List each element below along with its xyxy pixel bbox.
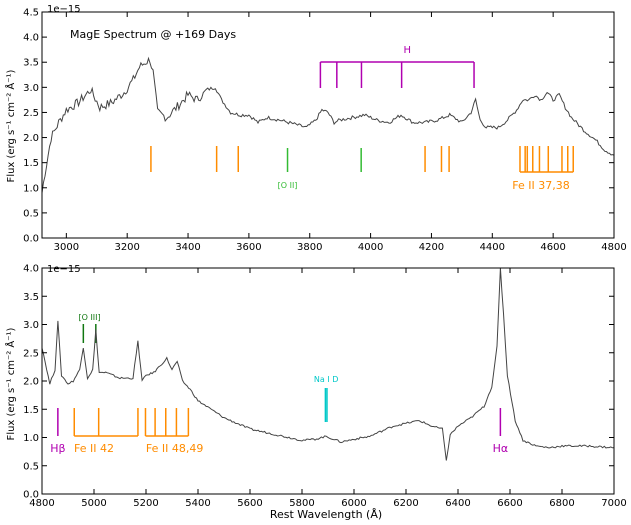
bottom-y-tick-label: 2.0 xyxy=(23,377,39,388)
top-x-tick-label: 3400 xyxy=(175,242,200,253)
bottom-x-tick-label: 6000 xyxy=(341,498,366,509)
top-y-tick-label: 3.5 xyxy=(23,58,39,69)
annotation-label: Fe II 48,49 xyxy=(146,442,203,455)
bottom-x-tick-label: 6600 xyxy=(497,498,522,509)
top-annotation-fe-ii-37-38: Fe II 37,38 xyxy=(512,146,574,192)
top-y-multiplier: 1e−15 xyxy=(47,4,81,15)
annotation-label: Fe II 37,38 xyxy=(512,179,569,192)
bottom-y-tick-label: 0.0 xyxy=(23,490,39,501)
top-chart-title: MagE Spectrum @ +169 Days xyxy=(70,28,236,41)
annotation-label: H xyxy=(403,45,411,56)
top-y-tick-label: 2.0 xyxy=(23,133,39,144)
top-y-tick-label: 0.0 xyxy=(23,234,39,245)
bottom-annotation-na-i-d: Na I D xyxy=(314,375,339,422)
annotation-label: Na I D xyxy=(314,375,339,384)
bottom-annotation-h-: Hα xyxy=(493,408,509,455)
top-x-tick-label: 4400 xyxy=(480,242,505,253)
top-x-tick-label: 4800 xyxy=(601,242,626,253)
top-annotation-h: H xyxy=(319,45,475,88)
bottom-x-tick-label: 5600 xyxy=(237,498,262,509)
top-annotation-lines xyxy=(150,146,450,172)
bottom-x-tick-label: 4800 xyxy=(29,498,54,509)
top-annotation--o-ii-: [O II] xyxy=(278,148,362,190)
bottom-annotation-fe-ii-42: Fe II 42 xyxy=(73,408,139,455)
annotation-label: Hα xyxy=(493,442,509,455)
annotation-label: Fe II 42 xyxy=(74,442,114,455)
top-y-tick-label: 4.0 xyxy=(23,33,39,44)
top-x-tick-label: 4000 xyxy=(358,242,383,253)
bottom-annotation-h-: Hβ xyxy=(50,408,66,455)
annotation-label: Hβ xyxy=(50,442,65,455)
bottom-x-tick-label: 5800 xyxy=(289,498,314,509)
top-x-tick-label: 3000 xyxy=(54,242,79,253)
bottom-x-tick-label: 5200 xyxy=(133,498,158,509)
bottom-x-axis-label: Rest Wavelength (Å) xyxy=(270,508,382,521)
bottom-annotation-fe-ii-48-49: Fe II 48,49 xyxy=(144,408,203,455)
bottom-y-tick-label: 3.5 xyxy=(23,292,39,303)
bottom-x-tick-label: 5400 xyxy=(185,498,210,509)
bottom-x-tick-label: 7000 xyxy=(601,498,626,509)
top-x-tick-label: 3800 xyxy=(297,242,322,253)
top-y-tick-label: 1.0 xyxy=(23,183,39,194)
bottom-y-tick-label: 2.5 xyxy=(23,348,39,359)
top-y-tick-label: 1.5 xyxy=(23,158,39,169)
bottom-panel: 1e−15 Flux (erg s⁻¹ cm⁻² Å⁻¹) Rest Wavel… xyxy=(4,264,627,522)
annotation-label: [O III] xyxy=(78,313,100,322)
top-x-tick-label: 3200 xyxy=(114,242,139,253)
bottom-y-tick-label: 1.0 xyxy=(23,433,39,444)
bottom-x-tick-label: 6800 xyxy=(549,498,574,509)
annotation-label: [O II] xyxy=(278,181,298,190)
top-y-tick-label: 3.0 xyxy=(23,83,39,94)
top-spectrum-line xyxy=(41,56,615,193)
bottom-x-tick-label: 5000 xyxy=(81,498,106,509)
top-x-tick-label: 4600 xyxy=(540,242,565,253)
bottom-plot-frame xyxy=(41,267,615,495)
bottom-y-axis-label: Flux (erg s⁻¹ cm⁻² Å⁻¹) xyxy=(4,327,17,440)
top-y-axis-label: Flux (erg s⁻¹ cm⁻² Å⁻¹) xyxy=(4,69,17,182)
top-plot-frame xyxy=(41,11,615,239)
top-y-tick-label: 4.5 xyxy=(23,8,39,19)
bottom-y-tick-label: 1.5 xyxy=(23,405,39,416)
bottom-spectrum-line xyxy=(41,267,615,461)
bottom-x-tick-label: 6400 xyxy=(445,498,470,509)
top-y-tick-label: 0.5 xyxy=(23,208,39,219)
bottom-y-multiplier: 1e−15 xyxy=(47,264,81,275)
bottom-y-tick-label: 3.0 xyxy=(23,320,39,331)
top-y-tick-label: 2.5 xyxy=(23,108,39,119)
bottom-annotation--o-iii-: [O III] xyxy=(78,313,101,343)
top-panel: 1e−15 MagE Spectrum @ +169 Days Flux (er… xyxy=(4,4,627,253)
bottom-y-tick-label: 0.5 xyxy=(23,461,39,472)
top-x-tick-label: 3600 xyxy=(236,242,261,253)
bottom-y-tick-label: 4.0 xyxy=(23,264,39,275)
bottom-x-tick-label: 6200 xyxy=(393,498,418,509)
top-x-tick-label: 4200 xyxy=(419,242,444,253)
